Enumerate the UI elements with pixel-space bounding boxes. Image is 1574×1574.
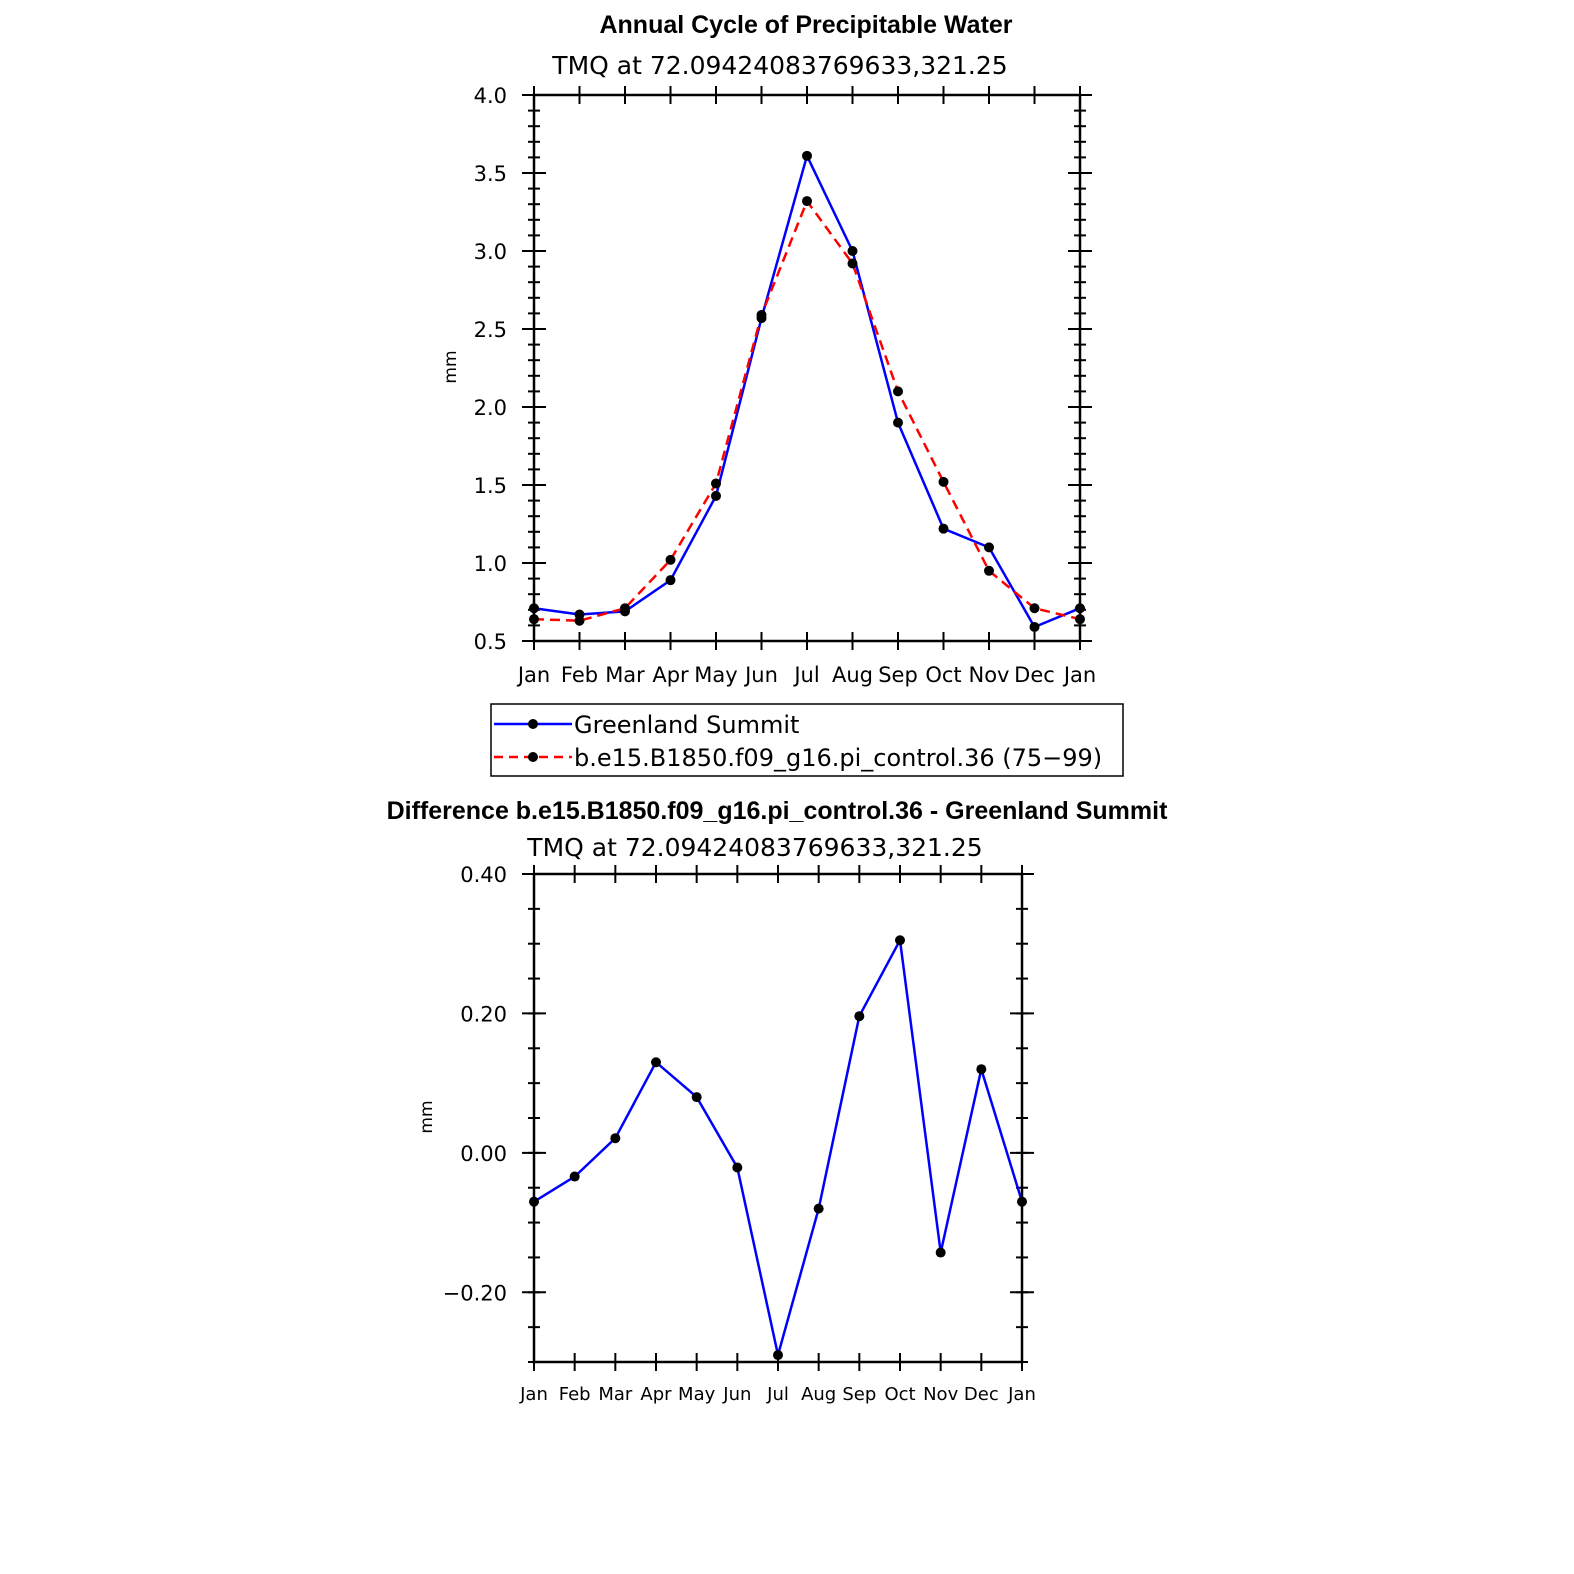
y-tick-label: 0.40 <box>460 863 507 887</box>
y-tick-label: 0.00 <box>460 1142 507 1166</box>
data-point <box>610 1133 621 1144</box>
plot-frame <box>532 872 1024 1364</box>
y-tick-label: 4.0 <box>474 84 507 108</box>
x-tick-label: May <box>694 663 737 687</box>
series-line-1 <box>533 199 1081 622</box>
x-tick-label: Feb <box>559 1384 591 1405</box>
data-point <box>665 554 676 565</box>
legend-label-greenland: Greenland Summit <box>574 711 799 739</box>
y-tick-label: 3.0 <box>474 240 507 264</box>
data-point <box>574 615 585 626</box>
data-point <box>893 417 903 428</box>
data-point <box>847 246 858 256</box>
x-tick-label: Nov <box>923 1384 958 1405</box>
x-tick-label: Aug <box>801 1384 836 1405</box>
x-tick-label: Sep <box>878 663 918 687</box>
y-tick-label: 1.5 <box>474 474 507 498</box>
chart-title: Annual Cycle of Precipitable Water <box>599 11 1012 39</box>
data-point <box>854 1011 865 1022</box>
data-point <box>732 1162 743 1173</box>
x-tick-label: Nov <box>969 663 1010 687</box>
data-point <box>756 309 767 320</box>
data-point <box>802 150 812 161</box>
y-axis-label: mm <box>441 350 461 383</box>
x-tick-label: Jun <box>722 1384 751 1405</box>
data-point <box>691 1092 702 1103</box>
series-line-0 <box>533 154 1081 629</box>
data-point <box>847 258 858 269</box>
data-point <box>569 1171 580 1182</box>
x-tick-label: Mar <box>598 1384 633 1405</box>
x-tick-label: Apr <box>640 1384 672 1405</box>
data-point <box>976 1064 987 1075</box>
data-point <box>938 476 949 487</box>
x-tick-label: Jul <box>766 1384 789 1405</box>
difference-chart: Difference b.e15.B1850.f09_g16.pi_contro… <box>387 797 1169 1405</box>
data-point <box>893 386 903 397</box>
legend: Greenland Summit b.e15.B1850.f09_g16.pi_… <box>490 703 1124 777</box>
chart-title: Difference b.e15.B1850.f09_g16.pi_contro… <box>387 797 1169 825</box>
data-point <box>802 196 812 207</box>
data-point <box>711 490 721 501</box>
x-tick-label: Oct <box>884 1384 915 1405</box>
x-tick-label: Oct <box>925 663 961 687</box>
chart-subtitle: TMQ at 72.09424083769633,321.25 <box>551 51 1007 80</box>
data-point <box>984 565 994 576</box>
y-tick-label: 0.5 <box>474 630 507 654</box>
data-point <box>651 1057 661 1068</box>
y-tick-label: 3.5 <box>474 162 507 186</box>
legend-marker-greenland <box>528 719 538 729</box>
y-tick-label: 1.0 <box>474 552 507 576</box>
data-point <box>773 1350 783 1361</box>
data-point <box>895 935 905 946</box>
x-tick-label: Jul <box>792 663 819 687</box>
data-point <box>813 1203 824 1214</box>
x-tick-label: Jan <box>516 663 550 687</box>
data-point <box>984 542 994 553</box>
x-tick-label: Jan <box>519 1384 548 1405</box>
data-point <box>665 575 676 586</box>
y-tick-label: −0.20 <box>443 1281 507 1305</box>
annual-cycle-chart: Annual Cycle of Precipitable Water TMQ a… <box>441 11 1124 777</box>
plot-frame <box>532 93 1082 643</box>
data-point <box>620 603 630 614</box>
data-point <box>938 523 949 534</box>
data-point <box>711 478 721 489</box>
x-tick-label: Mar <box>605 663 645 687</box>
x-tick-label: May <box>678 1384 716 1405</box>
x-tick-label: Dec <box>1014 663 1055 687</box>
y-axis-label: mm <box>417 1100 437 1133</box>
y-tick-label: 0.20 <box>460 1002 507 1026</box>
x-tick-label: Feb <box>561 663 598 687</box>
data-point <box>1029 621 1040 632</box>
x-tick-label: Sep <box>842 1384 876 1405</box>
x-tick-label: Apr <box>652 663 689 687</box>
legend-label-model: b.e15.B1850.f09_g16.pi_control.36 (75−99… <box>574 744 1102 772</box>
x-tick-label: Jun <box>743 663 778 687</box>
y-tick-label: 2.5 <box>474 318 507 342</box>
legend-box <box>490 703 1124 777</box>
legend-marker-model <box>528 752 538 762</box>
x-tick-label: Jan <box>1007 1384 1036 1405</box>
x-tick-label: Dec <box>964 1384 999 1405</box>
x-tick-label: Aug <box>832 663 873 687</box>
x-tick-label: Jan <box>1062 663 1096 687</box>
chart-subtitle: TMQ at 72.09424083769633,321.25 <box>526 833 982 862</box>
series-line-0 <box>533 938 1024 1357</box>
y-tick-label: 2.0 <box>474 396 507 420</box>
data-point <box>1029 603 1040 614</box>
data-point <box>935 1247 946 1258</box>
